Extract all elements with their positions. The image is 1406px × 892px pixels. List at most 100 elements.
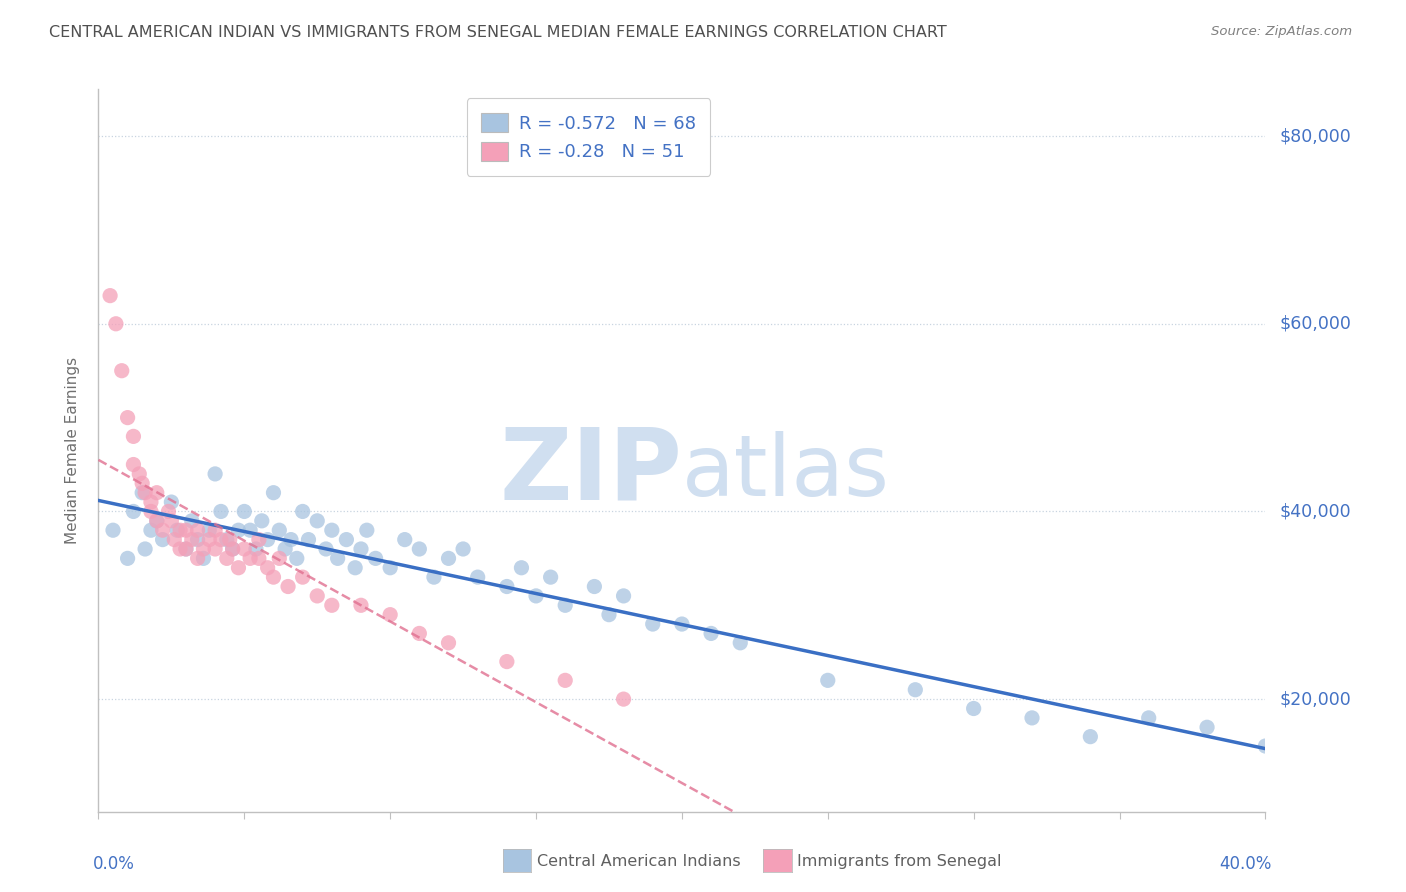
Point <box>1195 720 1218 734</box>
Point <box>380 560 402 574</box>
Point <box>315 541 337 556</box>
Point <box>496 655 519 669</box>
Point <box>364 551 387 566</box>
Point <box>160 514 183 528</box>
Point <box>269 551 291 566</box>
Point <box>262 485 284 500</box>
Point <box>204 541 226 556</box>
Point <box>280 533 302 547</box>
Text: CENTRAL AMERICAN INDIAN VS IMMIGRANTS FROM SENEGAL MEDIAN FEMALE EARNINGS CORREL: CENTRAL AMERICAN INDIAN VS IMMIGRANTS FR… <box>49 25 948 40</box>
Point <box>408 541 430 556</box>
Point <box>437 551 460 566</box>
Point <box>221 541 243 556</box>
Point <box>356 523 378 537</box>
Point <box>380 607 402 622</box>
Point <box>467 570 489 584</box>
Point <box>198 533 221 547</box>
Point <box>163 533 186 547</box>
Point <box>239 523 262 537</box>
Point <box>904 682 927 697</box>
Point <box>344 560 367 574</box>
Point <box>307 514 329 528</box>
Point <box>233 541 256 556</box>
Point <box>160 495 183 509</box>
Point <box>117 410 139 425</box>
Point <box>671 617 693 632</box>
Text: atlas: atlas <box>682 431 890 514</box>
Point <box>218 533 240 547</box>
Point <box>256 560 278 574</box>
Text: 0.0%: 0.0% <box>93 855 135 873</box>
Point <box>117 551 139 566</box>
Point <box>101 523 124 537</box>
Point <box>641 617 664 632</box>
Point <box>350 541 373 556</box>
Point <box>187 523 209 537</box>
Point <box>239 551 262 566</box>
Point <box>215 533 238 547</box>
Point <box>180 514 202 528</box>
Point <box>187 551 209 566</box>
Point <box>228 523 250 537</box>
Point <box>98 288 121 302</box>
Point <box>335 533 357 547</box>
Text: Central American Indians: Central American Indians <box>537 855 741 869</box>
Point <box>326 551 349 566</box>
Point <box>540 570 562 584</box>
Point <box>256 533 278 547</box>
Point <box>204 467 226 481</box>
Point <box>247 533 270 547</box>
Point <box>1137 711 1160 725</box>
Text: Source: ZipAtlas.com: Source: ZipAtlas.com <box>1212 25 1353 38</box>
Point <box>198 523 221 537</box>
Point <box>139 495 162 509</box>
Point <box>291 504 314 518</box>
Point <box>233 504 256 518</box>
Point <box>228 560 250 574</box>
Text: $80,000: $80,000 <box>1279 128 1351 145</box>
Point <box>152 523 174 537</box>
Point <box>394 533 416 547</box>
Text: $60,000: $60,000 <box>1279 315 1351 333</box>
Point <box>962 701 984 715</box>
Point <box>496 580 519 594</box>
Point <box>612 692 634 706</box>
Point <box>554 673 576 688</box>
Point <box>169 541 191 556</box>
Point <box>598 607 620 622</box>
Point <box>131 476 153 491</box>
Point <box>146 485 169 500</box>
Point <box>180 533 202 547</box>
Point <box>700 626 723 640</box>
Point <box>350 599 373 613</box>
Point <box>166 523 188 537</box>
Point <box>174 523 197 537</box>
Point <box>817 673 839 688</box>
Point <box>134 541 156 556</box>
Point <box>291 570 314 584</box>
Point <box>245 541 267 556</box>
Point <box>122 504 145 518</box>
Point <box>423 570 446 584</box>
Point <box>583 580 606 594</box>
Text: $40,000: $40,000 <box>1279 502 1351 520</box>
Point <box>274 541 297 556</box>
Point <box>146 514 169 528</box>
Point <box>437 636 460 650</box>
Point <box>187 533 209 547</box>
Point <box>277 580 299 594</box>
Point <box>111 364 134 378</box>
Point <box>152 533 174 547</box>
Y-axis label: Median Female Earnings: Median Female Earnings <box>65 357 80 544</box>
Point <box>321 599 343 613</box>
Point <box>146 514 169 528</box>
Point <box>730 636 752 650</box>
Text: ZIP: ZIP <box>499 424 682 521</box>
Point <box>554 599 576 613</box>
Point <box>269 523 291 537</box>
Legend: R = -0.572   N = 68, R = -0.28   N = 51: R = -0.572 N = 68, R = -0.28 N = 51 <box>467 98 710 176</box>
Point <box>209 533 232 547</box>
Point <box>204 523 226 537</box>
Point <box>221 541 243 556</box>
Point <box>139 523 162 537</box>
